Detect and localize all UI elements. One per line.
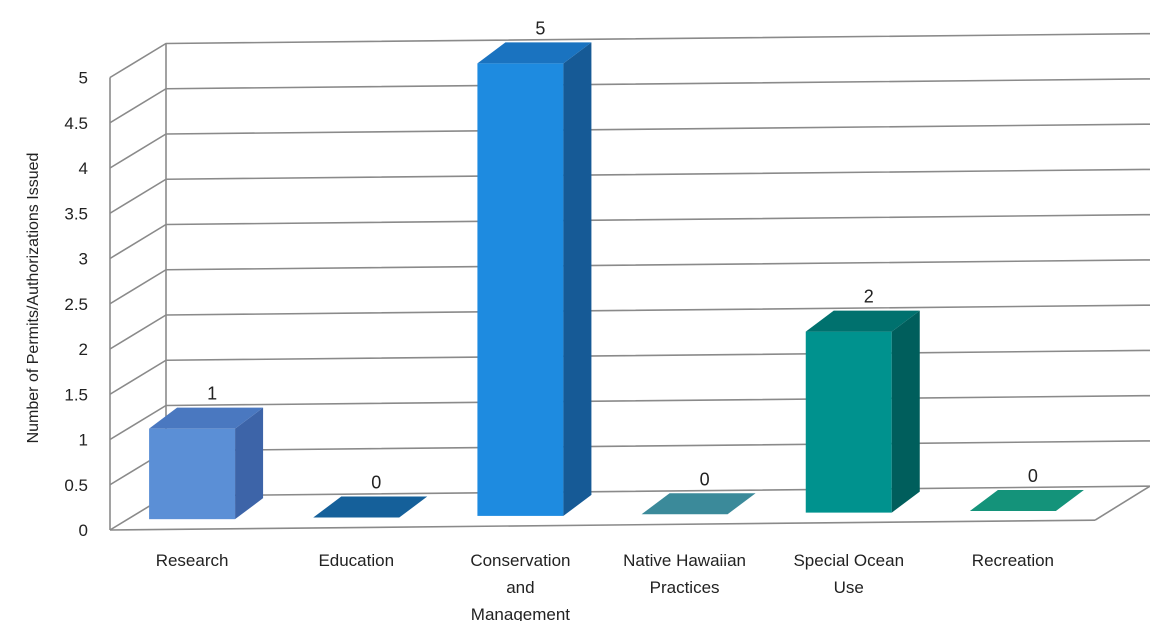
bar [477,42,592,516]
bar [641,493,756,515]
grid-layer [109,32,1150,531]
bar-flat [641,493,756,515]
y-tick-label: 4 [79,159,88,178]
y-tick-label: 5 [79,69,88,88]
bar [313,496,428,518]
bar-side [563,42,592,516]
bar-flat [969,489,1084,511]
gridline [109,394,1150,441]
x-tick-label: Recreation [972,551,1054,570]
bar-side [891,310,920,513]
data-label: 0 [371,473,381,493]
gridline [109,259,1150,305]
x-tick-label: Research [156,551,229,570]
gridline [109,78,1150,124]
bar-side [235,407,264,520]
bar-top [805,310,920,332]
y-tick-label: 4.5 [64,114,88,133]
data-label: 1 [207,384,217,404]
y-axis-label: Number of Permits/Authorizations Issued [25,153,42,444]
bar-front [805,331,892,513]
data-label: 5 [535,18,545,38]
y-tick-label: 0 [79,521,88,540]
y-tick-label: 0.5 [64,476,88,495]
y-tick-label: 1.5 [64,385,88,404]
x-tick-label: Native Hawaiian Practices [623,551,746,597]
x-tick-label: Special Ocean Use [793,551,904,597]
gridline [109,304,1150,350]
data-label: 0 [700,469,710,489]
bar [969,489,1084,511]
x-tick-label: Education [318,551,394,570]
bar-top [477,42,592,64]
y-tick-label: 2 [79,340,88,359]
data-label: 2 [864,287,874,307]
data-label: 0 [1028,466,1038,486]
y-tick-label: 3.5 [64,204,88,223]
bar-flat [313,496,428,518]
label-layer: 0 0.5 1 1.5 2 2.5 3 3.5 4 4.5 5 1 Research 0 Education… [25,18,1054,621]
y-tick-label: 3 [79,250,88,269]
gridline [109,440,1150,486]
floor-right-edge [1094,485,1150,521]
gridline [109,123,1150,169]
gridline [109,213,1150,260]
gridline [109,32,1150,79]
x-tick-label: Conservation and Management [470,551,570,621]
bar-layer [149,42,1084,520]
gridline [109,168,1150,214]
y-tick-label: 2.5 [64,295,88,314]
bar-front [149,428,236,520]
bar-front [477,63,564,516]
floor-front-edge [109,519,1096,531]
bar [805,310,920,513]
bar-top [149,407,264,429]
gridline [109,349,1150,395]
y-tick-label: 1 [79,431,88,450]
bar [149,407,264,520]
